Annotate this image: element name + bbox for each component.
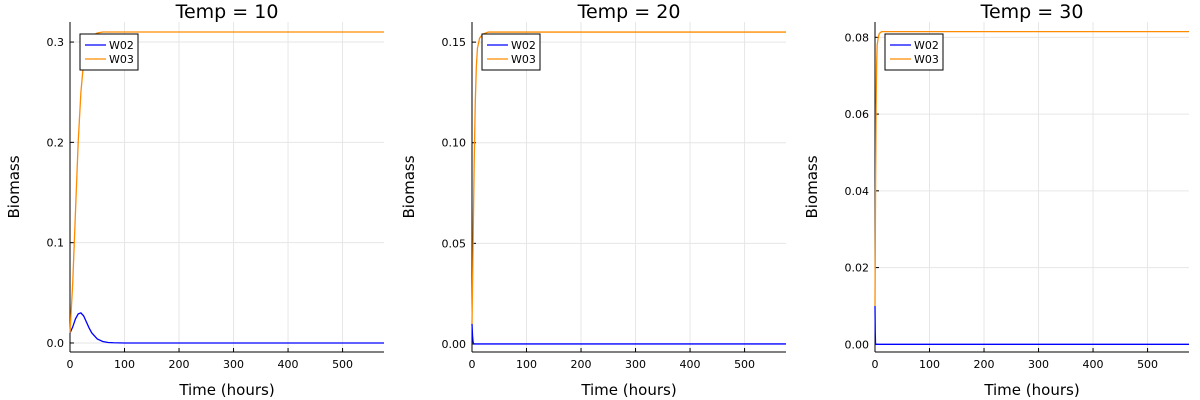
series-line-w03: [69, 31, 384, 333]
series-line-w02: [874, 305, 1189, 345]
y-tick-label: 0.1: [47, 237, 65, 250]
series-line-w03: [874, 30, 1189, 306]
x-tick-label: 500: [332, 358, 353, 371]
x-tick-label: 200: [974, 358, 995, 371]
legend-box: [79, 33, 139, 71]
y-tick-label: 0.3: [47, 36, 65, 49]
x-axis-label: Time (hours): [178, 381, 274, 399]
x-tick-label: 400: [680, 358, 701, 371]
series-line-w03: [471, 31, 786, 324]
legend-label: W03: [914, 53, 939, 66]
x-tick-label: 100: [114, 358, 135, 371]
chart-panel-2: 0 100 200 300 400 500 0.00 0.05 0.10 0.15 Temp = 2…: [400, 1, 786, 399]
x-tick-label: 0: [67, 358, 74, 371]
y-tick-label: 0.00: [845, 338, 870, 351]
x-tick-label: 500: [734, 358, 755, 371]
x-tick-label: 300: [223, 358, 244, 371]
x-axis-label: Time (hours): [983, 381, 1079, 399]
y-tick-label: 0.00: [442, 338, 467, 351]
x-tick-label: 100: [516, 358, 537, 371]
y-tick-label: 0.2: [47, 136, 65, 149]
y-tick-label: 0.15: [442, 36, 467, 49]
x-tick-label: 300: [1028, 358, 1049, 371]
y-tick-label: 0.0: [47, 337, 65, 350]
x-tick-label: 100: [919, 358, 940, 371]
x-tick-label: 400: [1083, 358, 1104, 371]
legend-label: W02: [109, 39, 134, 52]
legend-label: W03: [109, 53, 134, 66]
series-line-w02: [471, 323, 786, 345]
chart-title: Temp = 30: [980, 1, 1084, 23]
chart-panel-3: 0 100 200 300 400 500 0.00 0.02 0.04 0.06 0.08 Temp…: [803, 1, 1189, 399]
x-axis-label: Time (hours): [580, 381, 676, 399]
y-tick-label: 0.08: [845, 31, 870, 44]
legend-box: [884, 33, 944, 71]
legend-label: W02: [914, 39, 939, 52]
chart-panel-1: 0 100 200 300 400 500 0.0 0.1 0.2 0.3 Temp = 10 Tim…: [5, 1, 384, 399]
y-tick-label: 0.06: [845, 108, 870, 121]
y-axis-label: Biomass: [400, 155, 418, 218]
y-tick-label: 0.04: [845, 185, 870, 198]
legend-label: W03: [511, 53, 536, 66]
x-tick-label: 0: [872, 358, 879, 371]
y-tick-label: 0.02: [845, 262, 870, 275]
x-tick-label: 200: [571, 358, 592, 371]
chart-title: Temp = 10: [175, 1, 279, 23]
legend-label: W02: [511, 39, 536, 52]
x-tick-label: 300: [625, 358, 646, 371]
y-axis-label: Biomass: [5, 155, 23, 218]
y-axis-label: Biomass: [803, 155, 821, 218]
x-tick-label: 0: [469, 358, 476, 371]
x-tick-label: 400: [278, 358, 299, 371]
series-line-w02: [69, 312, 384, 344]
x-tick-label: 200: [169, 358, 190, 371]
y-tick-label: 0.10: [442, 137, 467, 150]
legend-box: [481, 33, 541, 71]
x-tick-label: 500: [1137, 358, 1158, 371]
y-tick-label: 0.05: [442, 237, 467, 250]
chart-title: Temp = 20: [577, 1, 681, 23]
